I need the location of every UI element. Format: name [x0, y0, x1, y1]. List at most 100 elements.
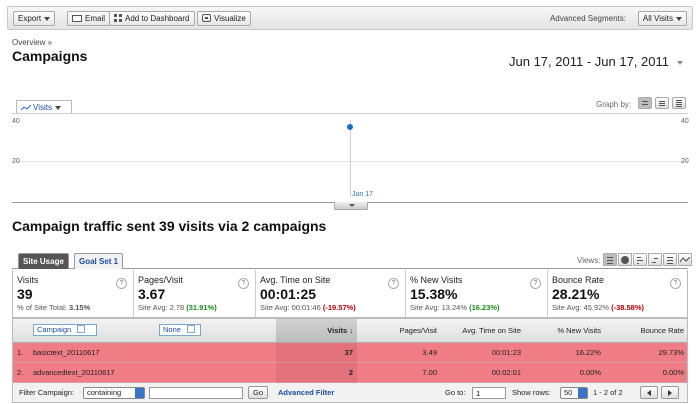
visualize-icon — [202, 14, 211, 22]
select-arrows-icon — [578, 388, 587, 398]
table-row: 1. basictext_20110617 37 3.49 00:01:23 1… — [13, 343, 687, 363]
view-comparison-button[interactable] — [648, 253, 662, 266]
sort-down-icon: ↓ — [349, 326, 353, 335]
metric-value: 28.21% — [552, 286, 600, 302]
goto-label: Go to: — [445, 388, 466, 397]
metric-sub: Site Avg: 00:01:46 (-19.57%) — [260, 303, 356, 312]
add-to-dashboard-button[interactable]: Add to Dashboard — [109, 11, 195, 26]
metric-value: 00:01:25 — [260, 286, 317, 302]
metric-visits: Visits 39 % of Site Total: 3.15% ? — [13, 270, 134, 317]
view-pie-button[interactable] — [618, 253, 632, 266]
metric-label: % New Visits — [410, 275, 463, 285]
prev-page-button[interactable] — [640, 386, 658, 399]
help-icon[interactable]: ? — [670, 278, 681, 289]
graph-by-week-button[interactable] — [655, 97, 669, 109]
metric-value: 15.38% — [410, 286, 458, 302]
y-tick-label-right: 40 — [681, 118, 689, 125]
chart-hover-line — [350, 120, 351, 197]
export-label: Export — [18, 14, 42, 23]
show-rows-select[interactable]: 50 — [560, 387, 588, 399]
collapse-chart-toggle[interactable] — [334, 202, 368, 210]
graph-by-day-button[interactable] — [638, 97, 652, 109]
metric-bounce-rate: Bounce Rate 28.21% Site Avg: 45.92% (-38… — [548, 270, 687, 317]
chevron-down-icon — [186, 325, 195, 333]
summary-metrics: Visits 39 % of Site Total: 3.15% ? Pages… — [12, 270, 688, 318]
segment-select[interactable]: All Visits — [637, 11, 687, 26]
help-icon[interactable]: ? — [116, 278, 127, 289]
line-chart-icon — [20, 104, 32, 111]
metric-new-visits: % New Visits 15.38% Site Avg: 13.24% (16… — [406, 270, 548, 317]
date-range-picker[interactable]: Jun 17, 2011 - Jun 17, 2011 — [509, 54, 683, 69]
metric-tabs: Site Usage Goal Set 1 — [12, 252, 688, 269]
y-tick-label-right: 20 — [681, 158, 689, 165]
select-arrows-icon — [135, 388, 144, 398]
column-header-bounce-rate[interactable]: Bounce Rate — [640, 326, 684, 335]
filter-label: Filter Campaign: — [19, 388, 75, 397]
filter-mode-select[interactable]: containing — [83, 387, 145, 399]
view-pivot-button[interactable] — [663, 253, 677, 266]
metric-sub: % of Site Total: 3.15% — [17, 303, 91, 312]
goto-input[interactable] — [472, 387, 506, 399]
secondary-dimension-select[interactable]: None — [159, 324, 201, 336]
section-title: Campaign traffic sent 39 visits via 2 ca… — [12, 218, 327, 234]
sparkline-icon — [680, 257, 690, 263]
table-row: 2. advancedtext_20110617 2 7.00 00:02:01… — [13, 363, 687, 383]
campaign-link[interactable]: advancedtext_20110617 — [33, 368, 115, 377]
metric-label: Bounce Rate — [552, 275, 605, 285]
metric-sub: Site Avg: 45.92% (-38.58%) — [552, 303, 645, 312]
x-tick-label: Jun 17 — [352, 191, 374, 198]
segment-value: All Visits — [642, 14, 673, 23]
export-button[interactable]: Export — [13, 11, 56, 26]
chevron-down-icon — [676, 60, 683, 65]
campaign-link[interactable]: basictext_20110617 — [33, 348, 100, 357]
help-icon[interactable]: ? — [238, 278, 249, 289]
advanced-segments-label: Advanced Segments: — [549, 14, 626, 23]
visualize-button[interactable]: Visualize — [197, 11, 251, 26]
visualize-label: Visualize — [214, 14, 246, 23]
table-body: 1. basictext_20110617 37 3.49 00:01:23 1… — [13, 343, 687, 383]
column-header-avg-time[interactable]: Avg. Time on Site — [462, 326, 521, 335]
view-sparkline-button[interactable] — [678, 253, 692, 266]
column-header-pages-visit[interactable]: Pages/Visit — [399, 326, 437, 335]
date-range-text: Jun 17, 2011 - Jun 17, 2011 — [509, 54, 669, 69]
mail-icon — [72, 15, 82, 22]
filter-go-button[interactable]: Go — [248, 386, 269, 399]
chart-metric-select[interactable]: Visits — [16, 100, 72, 114]
table-header: Campaign None Visits ↓ Pages/Visit Avg. … — [13, 319, 687, 343]
metric-value: 3.67 — [138, 286, 166, 302]
tab-site-usage[interactable]: Site Usage — [18, 253, 69, 269]
next-page-button[interactable] — [661, 386, 679, 399]
views-label: Views: — [577, 256, 601, 265]
dashboard-icon — [114, 14, 122, 22]
metric-label: Visits — [17, 275, 39, 285]
filter-input[interactable] — [149, 387, 243, 399]
chevron-down-icon — [44, 16, 51, 21]
email-label: Email — [85, 14, 106, 23]
advanced-filter-link[interactable]: Advanced Filter — [278, 388, 335, 397]
report-toolbar: Export Email Add to Dashboard Visualize … — [7, 6, 693, 30]
column-header-visits[interactable]: Visits ↓ — [276, 319, 357, 342]
page-title: Campaigns — [12, 48, 88, 64]
help-icon[interactable]: ? — [388, 278, 399, 289]
visits-chart — [12, 113, 688, 203]
pagination-range: 1 - 2 of 2 — [593, 388, 623, 397]
data-point[interactable] — [347, 124, 353, 130]
email-button[interactable]: Email — [67, 11, 111, 26]
view-table-button[interactable] — [603, 253, 617, 266]
primary-dimension-select[interactable]: Campaign — [33, 324, 97, 336]
campaign-table: Campaign None Visits ↓ Pages/Visit Avg. … — [12, 318, 688, 403]
dashboard-label: Add to Dashboard — [125, 14, 190, 23]
graph-by-month-button[interactable] — [672, 97, 686, 109]
chevron-down-icon — [54, 105, 61, 110]
metric-label: Pages/Visit — [138, 275, 183, 285]
column-header-new-visits[interactable]: % New Visits — [557, 326, 601, 335]
view-performance-button[interactable] — [633, 253, 647, 266]
table-footer: Filter Campaign: containing Go Advanced … — [13, 383, 687, 402]
y-tick-label: 20 — [12, 158, 20, 165]
tab-goal-set-1[interactable]: Goal Set 1 — [74, 253, 124, 269]
breadcrumb[interactable]: Overview » — [12, 38, 53, 47]
metric-label: Avg. Time on Site — [260, 275, 331, 285]
graph-by-label: Graph by: — [596, 100, 632, 109]
help-icon[interactable]: ? — [530, 278, 541, 289]
y-tick-label: 40 — [12, 118, 20, 125]
